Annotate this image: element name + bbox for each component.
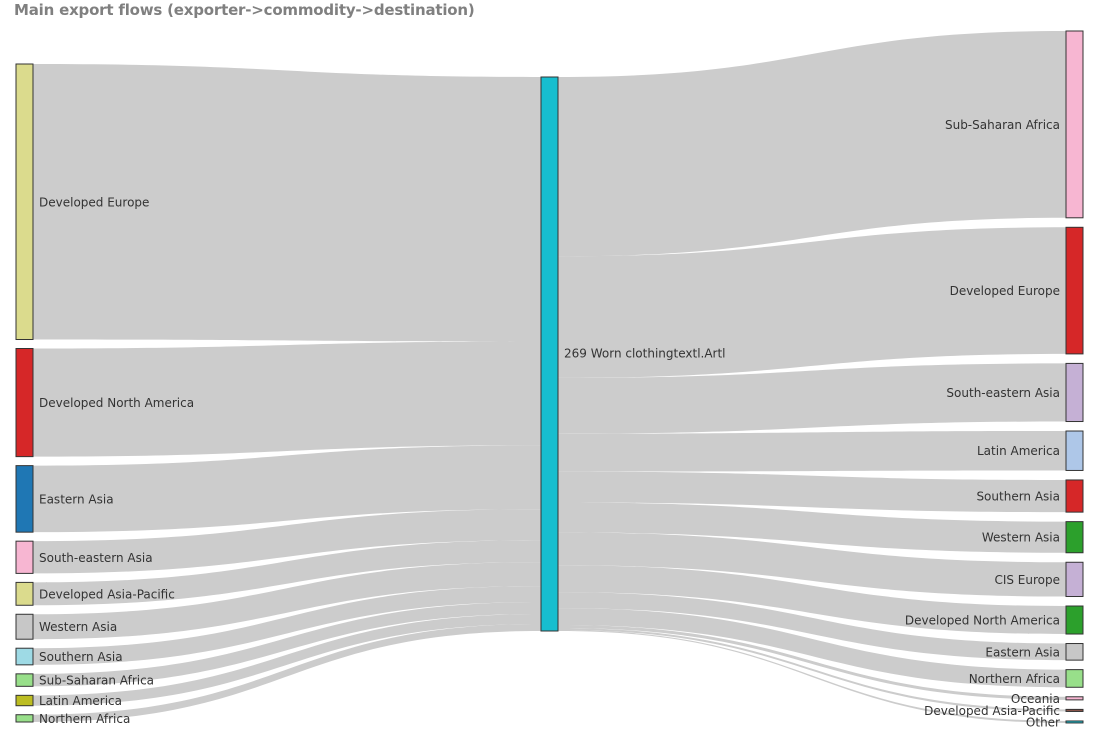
exporter-node-southern-asia xyxy=(15,647,34,666)
link-south-eastern-asia-to-commodity xyxy=(33,509,541,574)
exporter-label-developed-north-america: Developed North America xyxy=(39,396,194,410)
link-eastern-asia-to-commodity xyxy=(33,445,541,533)
commodity-node xyxy=(540,76,559,632)
flow-nodes xyxy=(15,30,1084,724)
link-northern-africa-to-commodity xyxy=(33,624,541,722)
destination-node-other xyxy=(1065,720,1084,724)
destination-label-sub-saharan-africa: Sub-Saharan Africa xyxy=(945,118,1060,132)
exporter-label-sub-saharan-africa: Sub-Saharan Africa xyxy=(39,674,154,688)
link-commodity-to-developed-europe xyxy=(558,227,1066,378)
link-commodity-to-southern-asia xyxy=(558,471,1066,513)
destination-label-cis-europe: CIS Europe xyxy=(994,573,1060,587)
destination-node-cis-europe xyxy=(1065,561,1084,598)
exporter-node-south-eastern-asia xyxy=(15,540,34,574)
exporter-label-southern-asia: Southern Asia xyxy=(39,650,123,664)
destination-node-eastern-asia xyxy=(1065,643,1084,661)
link-commodity-to-south-eastern-asia xyxy=(558,363,1066,434)
destination-node-south-eastern-asia xyxy=(1065,362,1084,423)
destination-node-latin-america xyxy=(1065,430,1084,471)
destination-label-developed-europe: Developed Europe xyxy=(950,284,1060,298)
exporter-label-south-eastern-asia: South-eastern Asia xyxy=(39,551,153,565)
destination-label-eastern-asia: Eastern Asia xyxy=(985,645,1060,659)
flow-links xyxy=(33,31,1066,723)
link-commodity-to-northern-africa xyxy=(558,608,1066,688)
exporter-label-developed-asia-pacific: Developed Asia-Pacific xyxy=(39,587,175,601)
destination-node-southern-asia xyxy=(1065,479,1084,513)
destination-node-sub-saharan-africa xyxy=(1065,30,1084,219)
link-commodity-to-sub-saharan-africa xyxy=(558,31,1066,257)
destination-label-south-eastern-asia: South-eastern Asia xyxy=(946,386,1060,400)
commodity-label: 269 Worn clothingtextl.Artl xyxy=(564,347,726,361)
destination-label-western-asia: Western Asia xyxy=(982,531,1060,545)
link-southern-asia-to-commodity xyxy=(33,586,541,665)
exporter-node-developed-asia-pacific xyxy=(15,581,34,606)
destination-node-northern-africa xyxy=(1065,669,1084,688)
destination-node-developed-europe xyxy=(1065,226,1084,355)
exporter-node-latin-america xyxy=(15,694,34,707)
destination-label-developed-asia-pacific: Developed Asia-Pacific xyxy=(924,704,1060,718)
exporter-label-western-asia: Western Asia xyxy=(39,620,117,634)
destination-label-southern-asia: Southern Asia xyxy=(976,490,1060,504)
link-commodity-to-cis-europe xyxy=(558,532,1066,597)
node-labels: Developed Europe Developed North America E… xyxy=(39,118,1060,730)
destination-node-western-asia xyxy=(1065,521,1084,554)
exporter-node-eastern-asia xyxy=(15,465,34,533)
link-commodity-to-developed-north-america xyxy=(558,565,1066,635)
link-developed-north-america-to-commodity xyxy=(33,341,541,457)
link-latin-america-to-commodity xyxy=(33,614,541,706)
exporter-node-sub-saharan-africa xyxy=(15,673,34,687)
link-commodity-to-oceania xyxy=(558,625,1066,700)
exporter-node-developed-north-america xyxy=(15,348,34,458)
exporter-label-eastern-asia: Eastern Asia xyxy=(39,492,114,506)
link-commodity-to-latin-america xyxy=(558,431,1066,472)
destination-label-other: Other xyxy=(1026,715,1060,729)
destination-node-developed-north-america xyxy=(1065,605,1084,635)
exporter-node-northern-africa xyxy=(15,714,34,723)
exporter-node-western-asia xyxy=(15,613,34,640)
destination-label-developed-north-america: Developed North America xyxy=(905,614,1060,628)
destination-label-northern-africa: Northern Africa xyxy=(969,672,1060,686)
exporter-label-latin-america: Latin America xyxy=(39,694,122,708)
destination-node-oceania xyxy=(1065,696,1084,701)
link-sub-saharan-africa-to-commodity xyxy=(33,602,541,687)
link-commodity-to-western-asia xyxy=(558,502,1066,553)
link-commodity-to-eastern-asia xyxy=(558,592,1066,661)
destination-label-latin-america: Latin America xyxy=(977,444,1060,458)
link-western-asia-to-commodity xyxy=(33,562,541,640)
exporter-label-developed-europe: Developed Europe xyxy=(39,195,149,209)
destination-node-developed-asia-pacific xyxy=(1065,708,1084,712)
link-developed-asia-pacific-to-commodity xyxy=(33,540,541,606)
destination-label-oceania: Oceania xyxy=(1011,692,1060,706)
exporter-label-northern-africa: Northern Africa xyxy=(39,712,130,726)
exporter-node-developed-europe xyxy=(15,63,34,341)
chart-title: Main export flows (exporter->commodity->… xyxy=(14,1,475,19)
link-commodity-to-developed-asia-pacific xyxy=(558,628,1066,712)
link-developed-europe-to-commodity xyxy=(33,64,541,342)
link-commodity-to-other xyxy=(558,630,1066,723)
